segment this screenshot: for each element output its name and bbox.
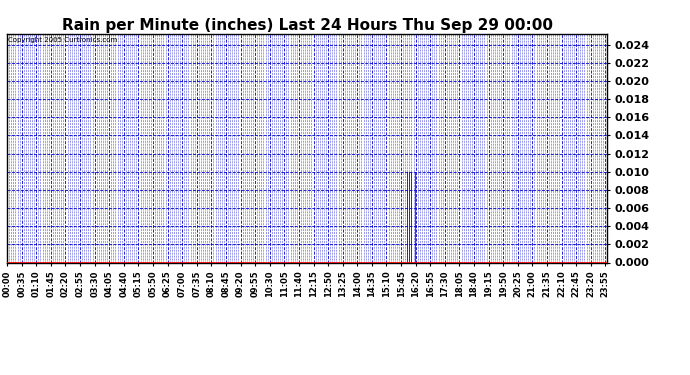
Title: Rain per Minute (inches) Last 24 Hours Thu Sep 29 00:00: Rain per Minute (inches) Last 24 Hours T… xyxy=(61,18,553,33)
Text: Copyright 2005 Curtronics.com: Copyright 2005 Curtronics.com xyxy=(8,37,117,43)
